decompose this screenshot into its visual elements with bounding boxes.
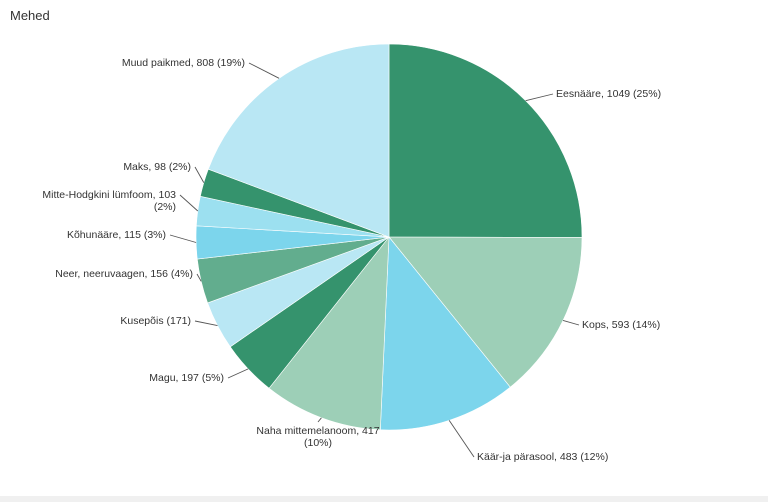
slice-label-8: Mitte-Hodgkini lümfoom, 103 (2%) (42, 189, 176, 213)
leader-line-1 (562, 319, 580, 326)
leader-line-7 (169, 234, 197, 243)
slice-label-10: Muud paikmed, 808 (19%) (122, 57, 245, 69)
pie-slice-2[interactable] (380, 236, 511, 431)
leader-line-2 (448, 420, 475, 458)
slice-label-4: Magu, 197 (5%) (149, 372, 224, 384)
leader-line-4 (227, 368, 249, 379)
slice-label-1: Kops, 593 (14%) (582, 319, 660, 331)
slice-label-0: Eesnääre, 1049 (25%) (556, 88, 661, 100)
slice-label-6: Neer, neeruvaagen, 156 (4%) (55, 268, 193, 280)
leader-line-6 (196, 273, 202, 282)
leader-line-5 (194, 320, 218, 327)
leader-lines (169, 62, 580, 458)
leader-line-0 (525, 93, 554, 102)
leader-line-8 (179, 194, 199, 212)
slice-label-2: Käär-ja pärasool, 483 (12%) (477, 451, 608, 463)
slice-label-9: Maks, 98 (2%) (123, 161, 191, 173)
slice-label-3: Naha mittemelanoom, 417 (10%) (256, 425, 379, 449)
leader-line-10 (248, 62, 280, 79)
pie-slice-3[interactable] (268, 236, 390, 431)
pie-slice-0[interactable] (388, 43, 583, 238)
pie-slice-1[interactable] (388, 236, 583, 388)
pie-slice-10[interactable] (207, 43, 390, 238)
leader-line-9 (194, 166, 205, 183)
leader-line-3 (317, 417, 322, 423)
bottom-scrollbar-track (0, 496, 768, 502)
chart-title: Mehed (10, 8, 50, 23)
slice-labels: Eesnääre, 1049 (25%) Kops, 593 (14%) Käär-… (42, 57, 661, 463)
slice-label-7: Kõhunääre, 115 (3%) (67, 229, 166, 241)
slice-label-5: Kusepõis (171) (120, 315, 191, 327)
pie-slices (195, 43, 583, 431)
